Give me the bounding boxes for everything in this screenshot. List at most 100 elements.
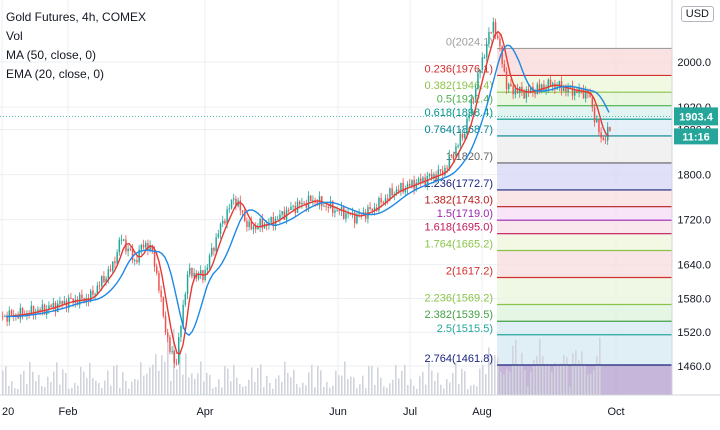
volume-bar xyxy=(350,376,352,395)
x-tick-label: Oct xyxy=(607,406,624,418)
candle-body xyxy=(63,300,66,305)
candle-body xyxy=(395,189,398,194)
volume-bar xyxy=(47,376,49,395)
volume-bar xyxy=(293,369,295,395)
volume-bar xyxy=(317,365,319,395)
volume-bar xyxy=(458,383,460,395)
volume-bar xyxy=(269,383,271,395)
candle-body xyxy=(382,202,385,204)
candle-body xyxy=(439,169,442,171)
candle-body xyxy=(437,169,440,180)
candle-body xyxy=(193,272,195,277)
volume-bar xyxy=(380,377,382,395)
candle-body xyxy=(114,261,116,264)
candle-body xyxy=(184,294,187,305)
candle-body xyxy=(162,297,165,316)
candle-body xyxy=(464,133,466,138)
ma-indicator-label[interactable]: MA (50, close, 0) xyxy=(6,48,97,62)
candle-body xyxy=(591,97,594,108)
candle-body xyxy=(116,252,118,264)
currency-button[interactable]: USD xyxy=(680,6,714,22)
volume-bar xyxy=(500,371,502,395)
candle-body xyxy=(602,137,605,140)
ema-line[interactable] xyxy=(5,44,610,337)
candle-body xyxy=(604,139,607,141)
volume-bar xyxy=(137,379,139,395)
volume-indicator-label[interactable]: Vol xyxy=(6,29,23,43)
current-price-label: 1903.4 xyxy=(679,111,714,123)
candle-body xyxy=(191,267,193,277)
symbol-title[interactable]: Gold Futures, 4h, COMEX xyxy=(6,10,147,24)
volume-bar xyxy=(593,370,595,395)
fib-zone xyxy=(497,304,672,322)
candle-body xyxy=(609,126,611,131)
volume-bar xyxy=(188,377,190,395)
volume-bar xyxy=(323,386,325,395)
candle-body xyxy=(131,249,134,261)
candle-body xyxy=(391,188,393,196)
volume-bar xyxy=(206,372,208,395)
candle-body xyxy=(576,89,578,94)
volume-bar xyxy=(38,374,40,395)
candle-body xyxy=(70,297,72,299)
ma-line[interactable] xyxy=(5,30,610,355)
candle-body xyxy=(156,266,158,274)
candle-body xyxy=(343,206,345,219)
candle-body xyxy=(250,221,253,230)
volume-bar xyxy=(86,377,88,395)
volume-bar xyxy=(506,368,508,395)
volume-bar xyxy=(194,378,196,395)
candle-body xyxy=(393,193,396,196)
volume-bar xyxy=(140,362,142,395)
volume-bar xyxy=(83,371,85,395)
candle-body xyxy=(477,73,479,89)
price-axis[interactable] xyxy=(672,0,720,425)
volume-bar xyxy=(101,387,103,395)
candle-body xyxy=(211,247,213,256)
candle-body xyxy=(565,87,567,93)
volume-bar xyxy=(191,373,193,395)
ema-indicator-label[interactable]: EMA (20, close, 0) xyxy=(6,67,105,81)
fib-zone xyxy=(497,321,672,335)
candle-body xyxy=(387,198,389,200)
fib-zone xyxy=(497,119,672,136)
candle-body xyxy=(303,202,305,204)
volume-bar xyxy=(455,362,457,395)
volume-bar xyxy=(374,385,376,395)
volume-bar xyxy=(461,368,463,395)
current-price-badge xyxy=(674,107,718,126)
volume-bar xyxy=(134,378,136,395)
candle-body xyxy=(90,290,92,302)
candle-body xyxy=(479,69,481,74)
candle-body xyxy=(455,146,457,157)
volume-bar xyxy=(65,372,67,395)
volume-bar xyxy=(245,385,247,395)
candle-body xyxy=(549,79,552,87)
volume-bar xyxy=(563,355,565,395)
volume-bar xyxy=(581,351,583,395)
fib-level-label: 1.236(1772.7) xyxy=(425,178,494,190)
candle-body xyxy=(222,220,224,224)
volume-bar xyxy=(443,388,445,395)
candle-body xyxy=(450,154,453,157)
candle-body xyxy=(142,244,145,248)
volume-bar xyxy=(155,354,157,395)
candle-body xyxy=(466,118,468,134)
volume-bar xyxy=(299,387,301,395)
candle-body xyxy=(261,218,264,229)
volume-bar xyxy=(341,375,343,395)
volume-bar xyxy=(476,386,478,395)
candle-body xyxy=(457,145,459,147)
volume-bar xyxy=(395,364,397,395)
candle-body xyxy=(400,182,402,191)
volume-bar xyxy=(314,387,316,395)
candle-body xyxy=(508,84,510,90)
candle-body xyxy=(310,195,312,201)
volume-bar xyxy=(257,368,259,395)
volume-bar xyxy=(122,372,124,395)
bar-timer-badge xyxy=(674,128,718,145)
time-axis[interactable] xyxy=(0,395,720,425)
candle-body xyxy=(545,88,547,91)
volume-bar xyxy=(503,374,505,395)
